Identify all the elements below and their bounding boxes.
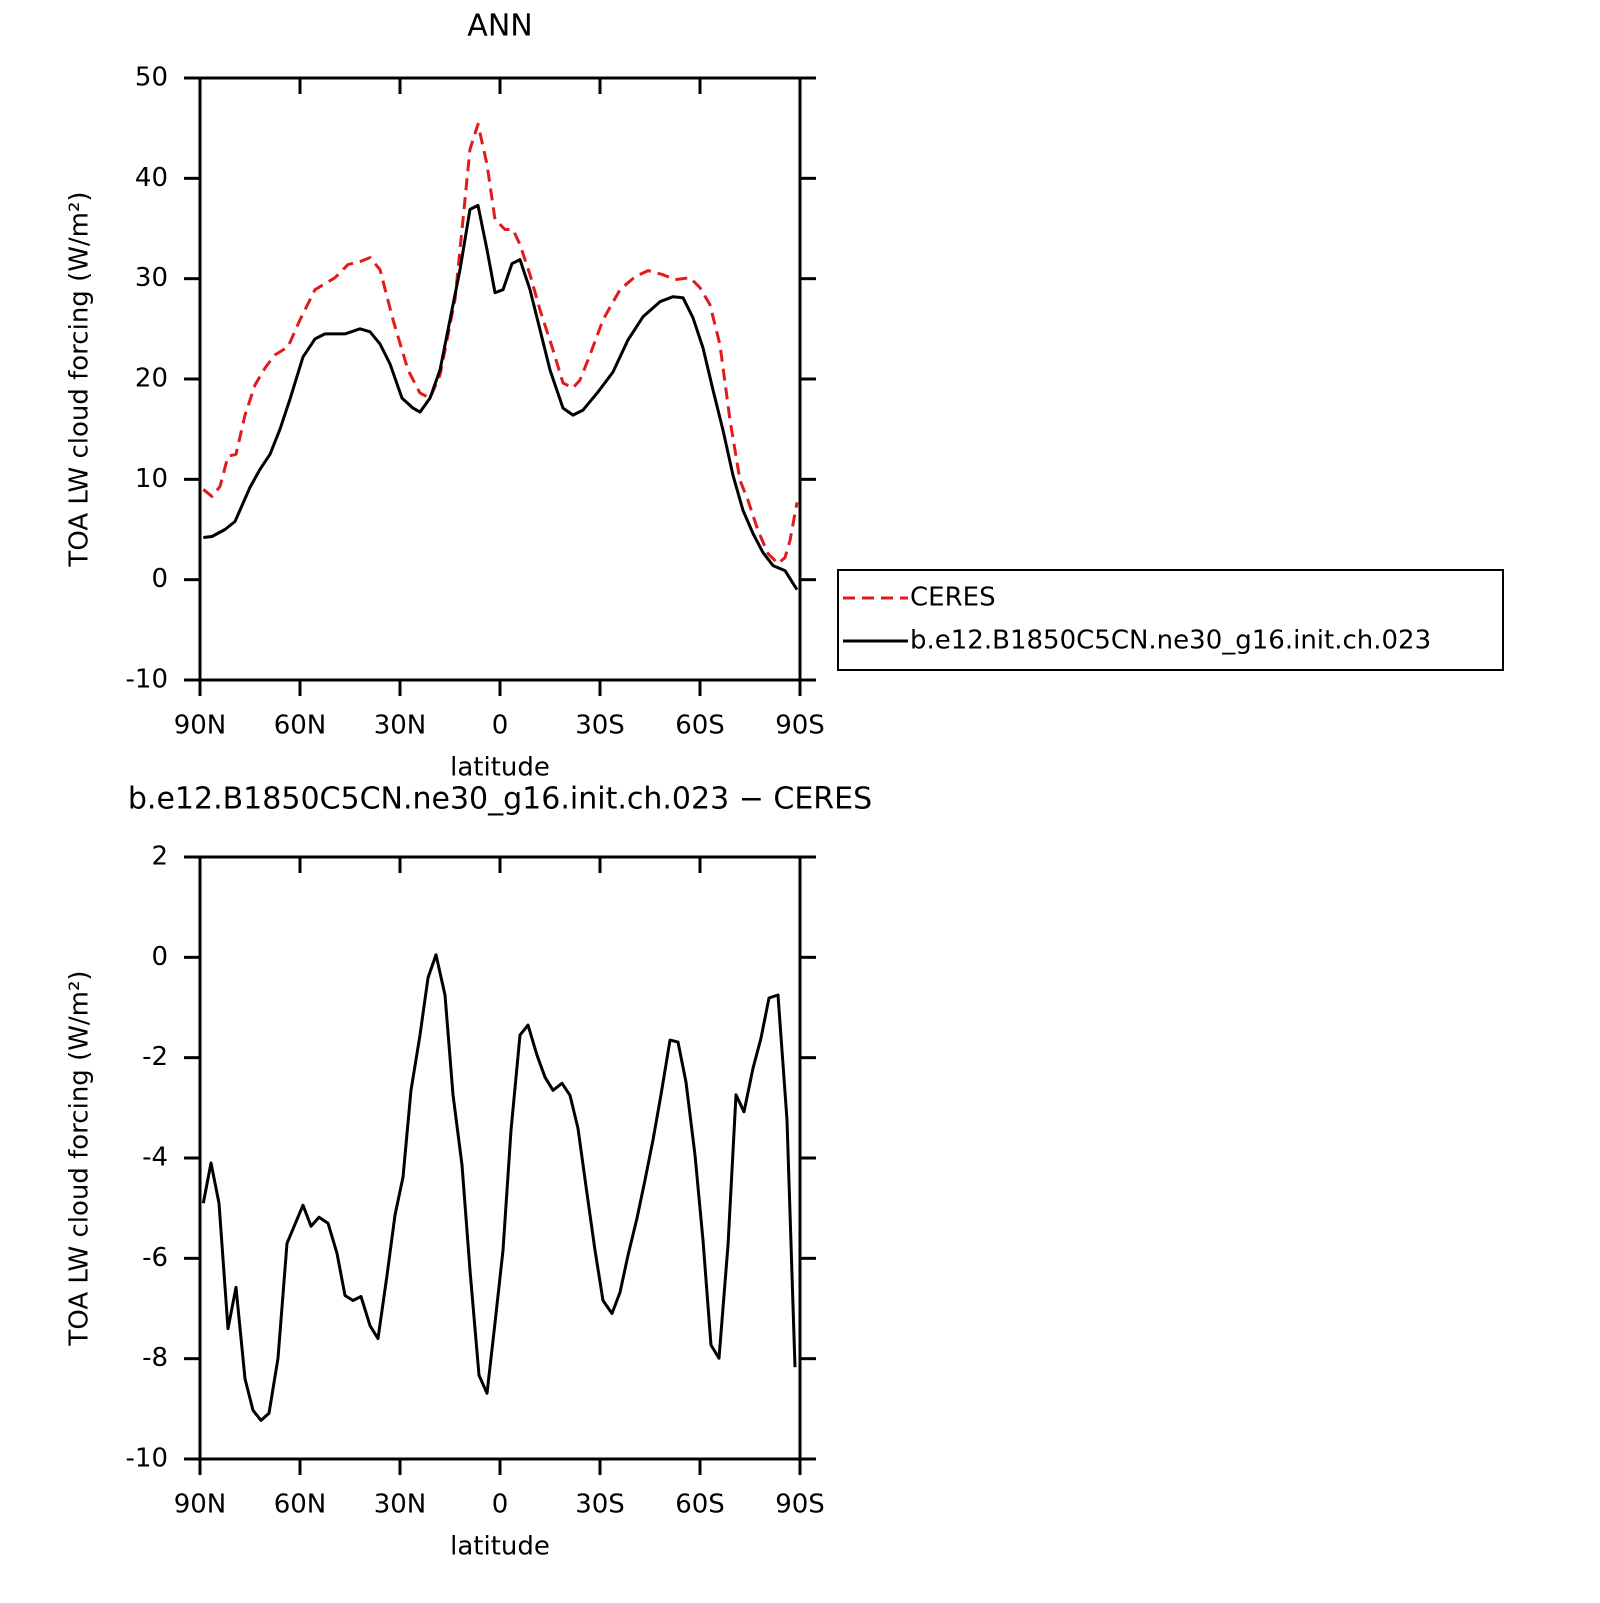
x-tick-label: 30N: [374, 1490, 427, 1520]
y-tick-label: 2: [151, 842, 168, 872]
y-tick-label: -6: [142, 1243, 168, 1273]
y-tick-label: 30: [135, 263, 168, 293]
x-tick-label: 90N: [174, 1490, 227, 1520]
x-axis-label: latitude: [450, 753, 550, 783]
series-line: [203, 203, 799, 591]
series-line: [201, 953, 797, 1422]
y-tick-label: -4: [142, 1143, 168, 1173]
y-tick-label: -2: [142, 1042, 168, 1072]
chart-title: ANN: [467, 9, 532, 44]
x-tick-label: 0: [492, 1490, 509, 1520]
x-axis-label: latitude: [450, 1532, 550, 1562]
series-line: [202, 122, 799, 566]
x-tick-label: 60S: [675, 1490, 725, 1520]
y-tick-label: 20: [135, 364, 168, 394]
x-tick-label: 90S: [775, 711, 825, 741]
legend-label: CERES: [910, 583, 996, 613]
legend-box: [837, 569, 1504, 671]
y-tick-label: 0: [151, 942, 168, 972]
y-axis-label: TOA LW cloud forcing (W/m²): [65, 970, 95, 1346]
x-tick-label: 0: [492, 711, 509, 741]
y-tick-label: -10: [126, 1444, 168, 1474]
y-tick-label: 40: [135, 163, 168, 193]
x-tick-label: 90S: [775, 1490, 825, 1520]
y-axis-label: TOA LW cloud forcing (W/m²): [65, 191, 95, 567]
x-tick-label: 30S: [575, 1490, 625, 1520]
y-tick-label: 10: [135, 464, 168, 494]
x-tick-label: 60N: [274, 1490, 327, 1520]
y-tick-label: -8: [142, 1343, 168, 1373]
x-tick-label: 60N: [274, 711, 327, 741]
y-tick-label: -10: [126, 665, 168, 695]
x-tick-label: 30S: [575, 711, 625, 741]
x-tick-label: 60S: [675, 711, 725, 741]
y-tick-label: 50: [135, 63, 168, 93]
plot-frame: [198, 855, 802, 1461]
chart-title: b.e12.B1850C5CN.ne30_g16.init.ch.023 − C…: [128, 782, 872, 817]
x-tick-label: 30N: [374, 711, 427, 741]
x-tick-label: 90N: [174, 711, 227, 741]
y-tick-label: 0: [151, 564, 168, 594]
legend-label: b.e12.B1850C5CN.ne30_g16.init.ch.023: [910, 626, 1431, 656]
